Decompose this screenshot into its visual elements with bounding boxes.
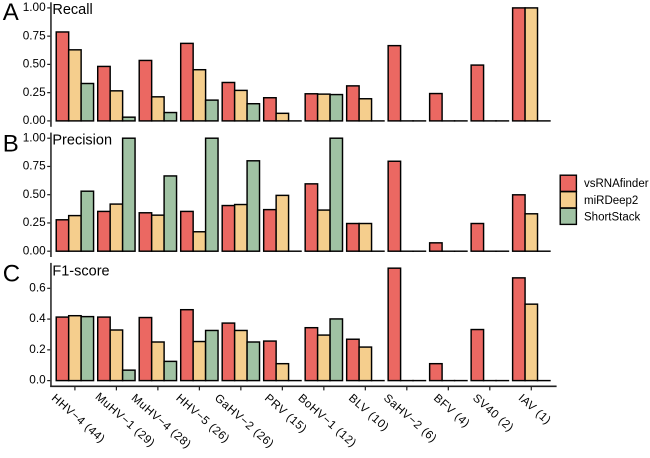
svg-text:miRDeep2: miRDeep2 [584,195,638,207]
svg-text:A: A [3,0,19,26]
svg-text:0.25: 0.25 [23,215,46,229]
svg-text:0.25: 0.25 [23,85,46,99]
svg-text:0.75: 0.75 [23,159,46,173]
svg-text:Recall: Recall [52,2,92,18]
svg-text:1.00: 1.00 [23,130,46,144]
svg-text:ShortStack: ShortStack [584,211,640,223]
svg-text:1.00: 1.00 [23,0,46,14]
svg-text:0.0: 0.0 [29,373,46,387]
svg-text:Precision: Precision [52,132,112,148]
svg-text:0.50: 0.50 [23,187,46,201]
svg-text:F1-score: F1-score [52,263,109,279]
svg-text:0.4: 0.4 [29,311,46,325]
svg-text:vsRNAfinder: vsRNAfinder [584,178,649,190]
svg-text:0.6: 0.6 [29,280,46,294]
svg-text:C: C [3,261,20,288]
svg-text:0.2: 0.2 [29,342,45,356]
svg-text:B: B [3,130,19,157]
svg-text:0.50: 0.50 [23,57,46,71]
svg-text:0.75: 0.75 [23,28,46,42]
svg-text:0.00: 0.00 [23,243,46,257]
svg-text:0.00: 0.00 [23,113,46,127]
